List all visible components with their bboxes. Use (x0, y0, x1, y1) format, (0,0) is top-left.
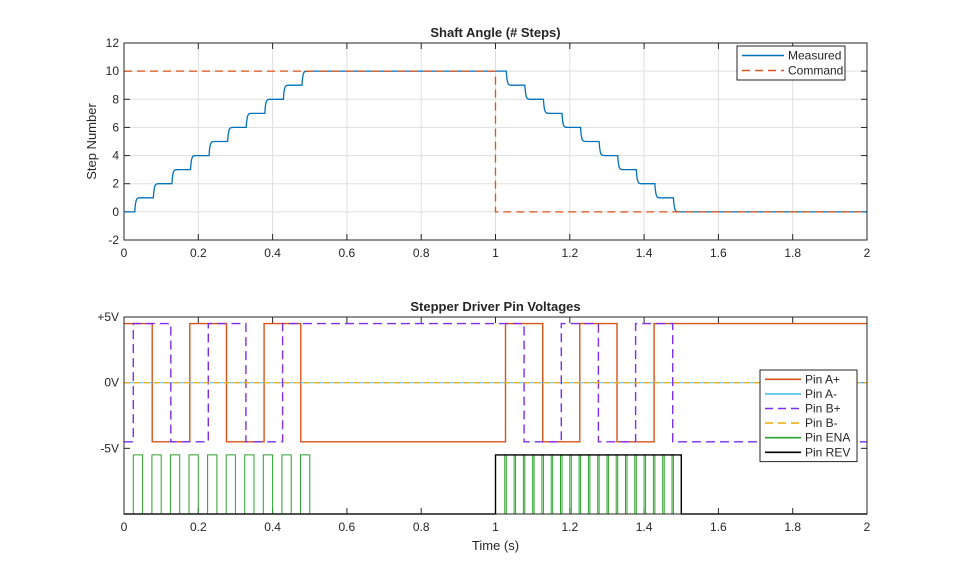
legend-label: Measured (788, 49, 841, 63)
x-axis-label: Time (s) (472, 538, 519, 553)
x-tick-label: 0.6 (339, 246, 356, 260)
x-tick-label: 0 (121, 520, 128, 534)
legend-label: Pin B- (805, 416, 838, 430)
x-tick-label: 0.4 (264, 520, 281, 534)
command-line (124, 70, 867, 213)
x-tick-label: 0 (121, 246, 128, 260)
y-tick-label: 8 (112, 92, 119, 106)
chart-title: Stepper Driver Pin Voltages (410, 299, 580, 314)
x-tick-label: 1 (492, 520, 499, 534)
legend-label: Pin B+ (805, 402, 841, 416)
x-tick-label: 0.2 (190, 520, 207, 534)
axes-box (123, 42, 868, 241)
x-tick-label: 0.8 (413, 246, 430, 260)
series-group (124, 70, 867, 213)
x-tick-label: 1.8 (784, 520, 801, 534)
y-tick-label: -5V (100, 441, 119, 455)
legend-label: Pin A+ (805, 372, 840, 386)
legend-label: Pin REV (805, 445, 850, 459)
axes-1: 0 0.2 0.4 0.6 0.8 1 1.2 1.4 1.6 1.8 2-2024681012Sh… (84, 25, 871, 260)
axes-2: 0 0.2 0.4 0.6 0.8 1 1.2 1.4 1.6 1.8 2 +5V 0V -5V Stepp… (97, 299, 870, 553)
chart-title: Shaft Angle (# Steps) (430, 25, 560, 40)
legend-label: Pin ENA (805, 431, 850, 445)
x-tick-label: 2 (864, 520, 871, 534)
y-tick-label: 0 (112, 205, 119, 219)
y-axis-label: Step Number (84, 103, 99, 180)
x-tick-label: 1.4 (636, 520, 653, 534)
y-tick-label: -2 (108, 233, 119, 247)
y-tick-label: 12 (106, 36, 120, 50)
x-tick-label: 2 (864, 246, 871, 260)
y-tick-label: 6 (112, 120, 119, 134)
x-tick-label: 0.4 (264, 246, 281, 260)
y-tick-label: 2 (112, 177, 119, 191)
x-tick-label: 0.6 (339, 520, 356, 534)
legend-label: Command (788, 64, 843, 78)
y-tick-label: 10 (106, 64, 120, 78)
x-tick-label: 1.6 (710, 246, 727, 260)
y-tick-label: 0V (104, 376, 119, 390)
legend-label: Pin A- (805, 387, 837, 401)
x-tick-label: 1.2 (561, 520, 578, 534)
x-tick-label: 1.2 (561, 246, 578, 260)
legend-box (736, 45, 846, 81)
x-tick-label: 0.2 (190, 246, 207, 260)
x-tick-label: 1.8 (784, 246, 801, 260)
x-tick-label: 1.6 (710, 520, 727, 534)
y-tick-label: 4 (112, 149, 119, 163)
axes-box (123, 316, 868, 515)
x-tick-label: 1.4 (636, 246, 653, 260)
x-tick-label: 1 (492, 246, 499, 260)
x-tick-label: 0.8 (413, 520, 430, 534)
y-tick-label: +5V (97, 310, 119, 324)
legend-box (759, 369, 858, 463)
